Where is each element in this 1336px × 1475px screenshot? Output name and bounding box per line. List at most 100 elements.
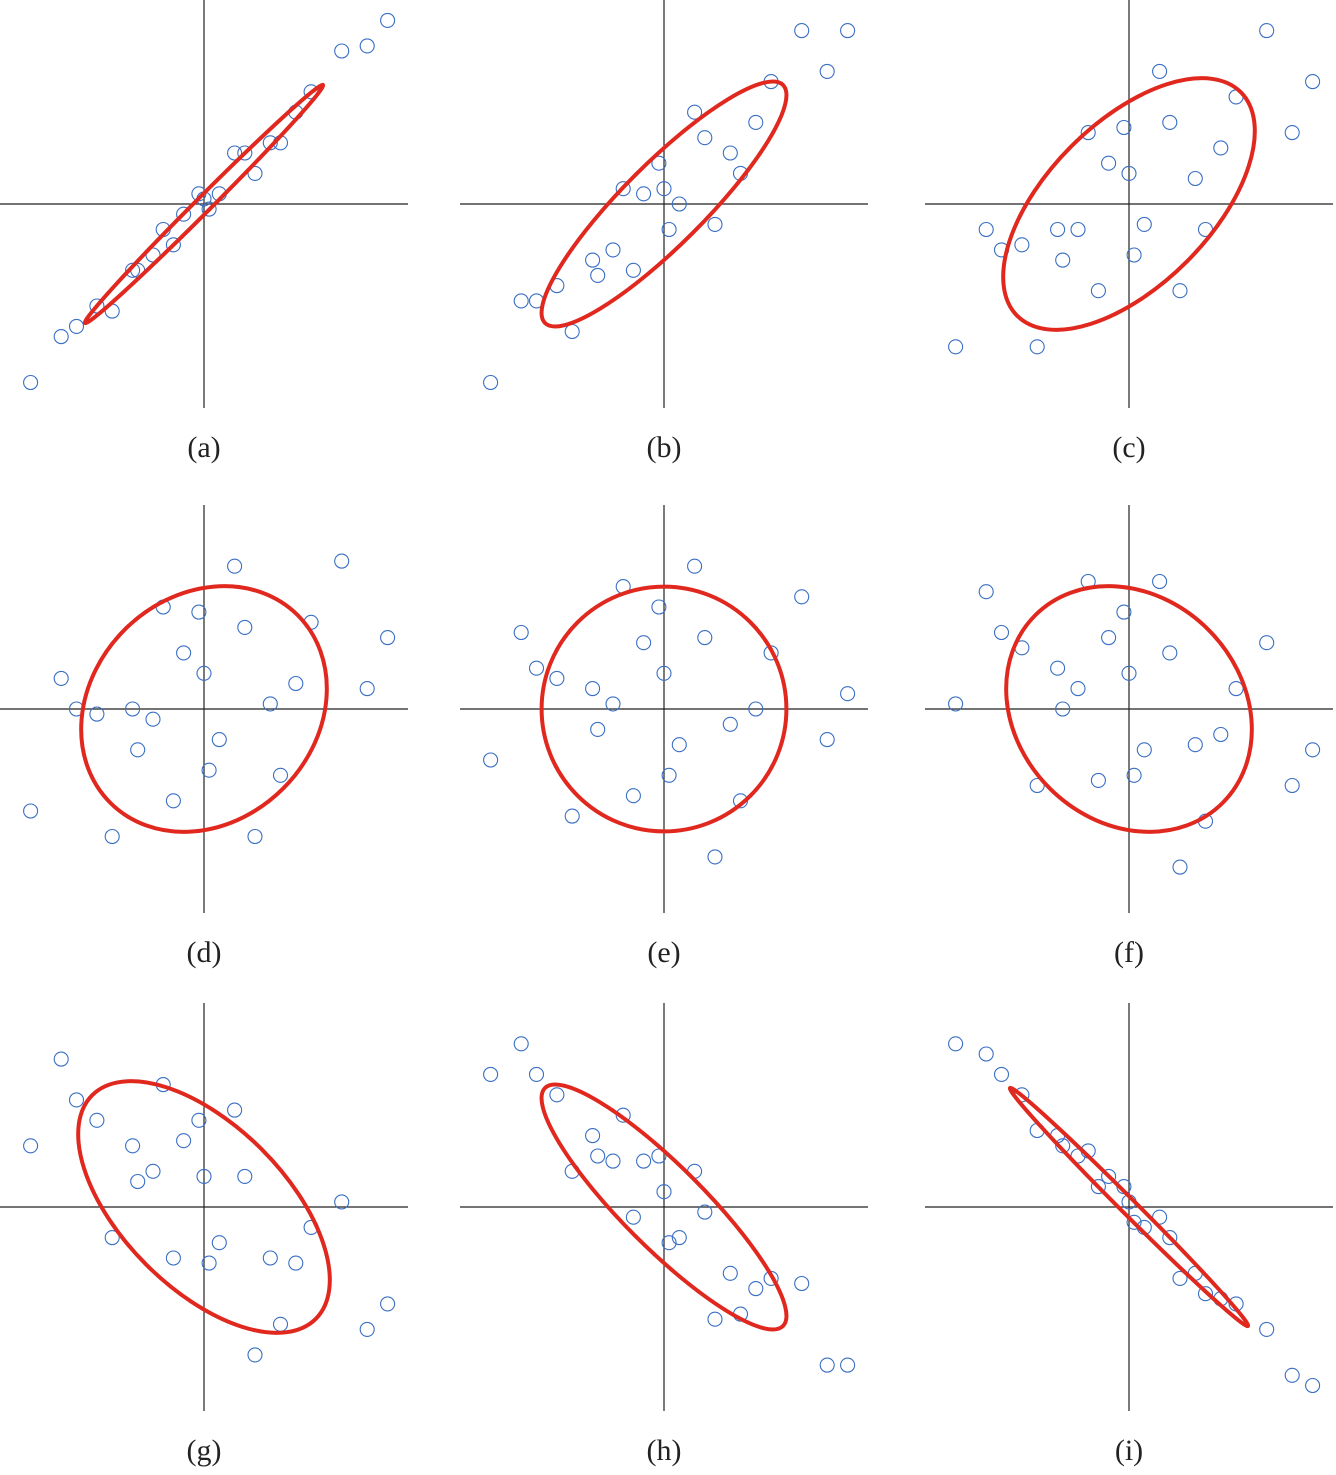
- scatter-point: [1284, 777, 1300, 794]
- scatter-point: [201, 762, 217, 778]
- scatter-point: [196, 665, 212, 681]
- scatter-point: [23, 374, 39, 391]
- scatter-point: [661, 767, 677, 783]
- scatter-point: [1228, 681, 1244, 697]
- scatter-point: [104, 828, 120, 845]
- scatter-point: [104, 1230, 120, 1246]
- scatter-point: [1116, 604, 1132, 620]
- scatter-point: [483, 1066, 499, 1082]
- scatter-point: [549, 670, 565, 686]
- scatter-point: [237, 619, 253, 635]
- panel-label: (g): [187, 1434, 222, 1467]
- scatter-point: [201, 201, 217, 217]
- scatter-point: [247, 1347, 263, 1363]
- scatter-point: [513, 624, 529, 641]
- scatter-point: [165, 1250, 181, 1266]
- scatter-point: [1101, 630, 1117, 646]
- scatter-point: [272, 1316, 289, 1332]
- scatter-panel: (c): [925, 0, 1333, 464]
- scatter-point: [1101, 1168, 1117, 1184]
- scatter-point: [697, 630, 713, 646]
- scatter-panel: (i): [925, 1003, 1333, 1467]
- scatter-point: [605, 1153, 621, 1169]
- scatter-point: [707, 849, 723, 865]
- scatter-point: [165, 793, 181, 809]
- scatter-point: [1116, 119, 1132, 136]
- scatter-point: [125, 262, 141, 278]
- scatter-point: [1121, 165, 1137, 181]
- scatter-point: [380, 1296, 396, 1312]
- scatter-point: [237, 1168, 253, 1184]
- scatter-point: [978, 221, 994, 238]
- scatter-point: [1090, 283, 1106, 299]
- scatter-point: [1126, 767, 1142, 783]
- scatter-point: [590, 1148, 606, 1164]
- scatter-point: [1305, 74, 1321, 90]
- scatter-point: [564, 808, 580, 824]
- scatter-point: [590, 721, 606, 737]
- scatter-point: [1172, 859, 1188, 875]
- scatter-point: [1197, 1286, 1214, 1302]
- scatter-point: [191, 604, 207, 620]
- scatter-panel: (g): [0, 1003, 408, 1467]
- scatter-point: [380, 12, 396, 28]
- scatter-point: [145, 1163, 161, 1179]
- scatter-point: [380, 630, 396, 646]
- scatter-point: [165, 237, 181, 253]
- scatter-point: [549, 1087, 565, 1103]
- scatter-point: [585, 681, 601, 697]
- scatter-point: [1090, 772, 1106, 788]
- scatter-point: [585, 1128, 601, 1144]
- scatter-point: [978, 1046, 994, 1062]
- covariance-ellipse: [82, 82, 326, 326]
- scatter-point: [211, 732, 227, 748]
- scatter-point: [1284, 1367, 1300, 1383]
- scatter-point: [661, 1235, 677, 1251]
- scatter-point: [53, 1051, 69, 1067]
- scatter-point: [1121, 665, 1137, 681]
- scatter-point: [483, 752, 499, 768]
- scatter-point: [1050, 660, 1066, 676]
- scatter-point: [1152, 573, 1168, 590]
- scatter-point: [89, 1112, 105, 1128]
- scatter-point: [68, 1092, 85, 1108]
- scatter-point: [748, 1281, 764, 1297]
- scatter-point: [23, 1138, 39, 1154]
- scatter-point: [819, 1357, 835, 1373]
- scatter-point: [176, 206, 192, 222]
- scatter-point: [819, 732, 835, 748]
- scatter-point: [948, 339, 964, 355]
- scatter-point: [334, 1194, 350, 1210]
- scatter-point: [1284, 125, 1300, 141]
- scatter-point: [615, 181, 631, 197]
- scatter-point: [1162, 114, 1178, 130]
- scatter-point: [227, 145, 243, 161]
- scatter-point: [671, 1230, 687, 1246]
- scatter-point: [605, 242, 621, 258]
- scatter-point: [687, 104, 703, 120]
- scatter-point: [1029, 339, 1045, 355]
- scatter-point: [1187, 737, 1203, 753]
- scatter-point: [1070, 681, 1086, 697]
- scatter-panel: (a): [0, 0, 408, 464]
- covariance-ellipse: [1004, 584, 1254, 834]
- scatter-point: [130, 742, 146, 758]
- scatter-point: [840, 686, 856, 702]
- scatter-panel: (h): [460, 1003, 868, 1467]
- scatter-point: [1213, 726, 1229, 743]
- scatter-point: [651, 155, 667, 171]
- scatter-point: [1090, 1179, 1106, 1195]
- scatter-point: [227, 1102, 243, 1118]
- scatter-point: [211, 1235, 227, 1251]
- scatter-point: [656, 1184, 672, 1200]
- scatter-point: [1055, 701, 1071, 717]
- scatter-point: [794, 1275, 810, 1292]
- scatter-point: [288, 1255, 304, 1271]
- scatter-point: [1101, 155, 1117, 171]
- scatter-point: [68, 318, 85, 334]
- scatter-point: [794, 589, 810, 605]
- scatter-panel: (f): [925, 505, 1333, 969]
- scatter-point: [661, 221, 677, 238]
- panel-label: (f): [1114, 936, 1144, 969]
